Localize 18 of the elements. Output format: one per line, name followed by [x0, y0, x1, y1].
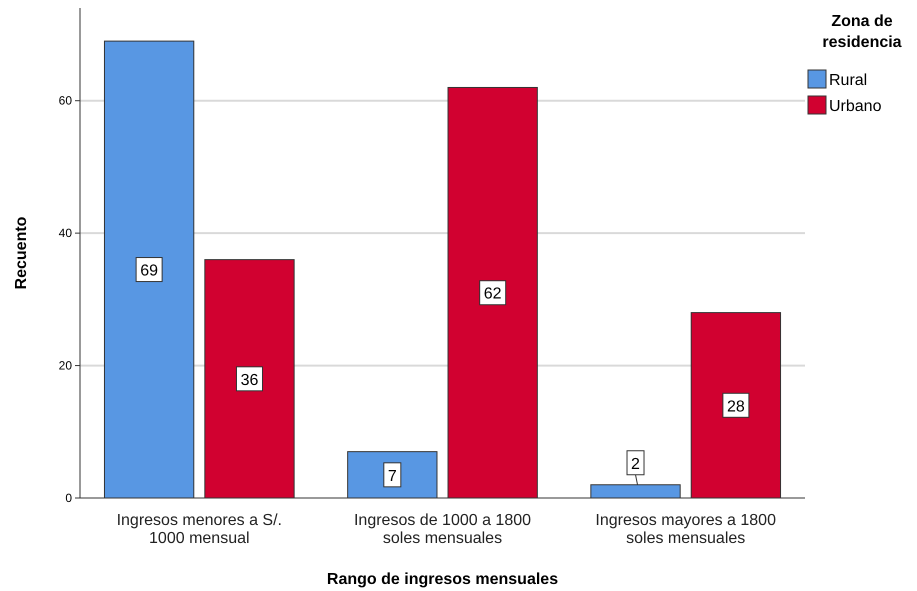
y-axis-title: Recuento: [13, 216, 30, 290]
data-label: 62: [484, 286, 502, 303]
x-tick-label: Ingresos mayores a 1800 soles mensuales: [595, 512, 776, 547]
legend-label: Rural: [829, 72, 868, 89]
legend-title: Zona de residencia: [822, 13, 902, 51]
data-label: 69: [140, 262, 158, 280]
x-tick-label: Ingresos menores a S/. 1000 mensual: [116, 512, 282, 547]
legend-label: Urbano: [829, 98, 882, 115]
data-label: 7: [388, 468, 397, 485]
data-label: 28: [726, 398, 745, 416]
y-tick-label: 40: [58, 226, 72, 240]
x-axis-title: Rango de ingresos mensuales: [326, 571, 558, 588]
data-label: 2: [631, 456, 640, 473]
y-tick-label: 60: [58, 94, 72, 108]
y-tick-label: 20: [58, 358, 72, 373]
x-tick-label: Ingresos de 1000 a 1800 soles mensuales: [354, 512, 532, 547]
data-label: 36: [240, 372, 258, 389]
y-tick-label: 0: [65, 491, 72, 505]
